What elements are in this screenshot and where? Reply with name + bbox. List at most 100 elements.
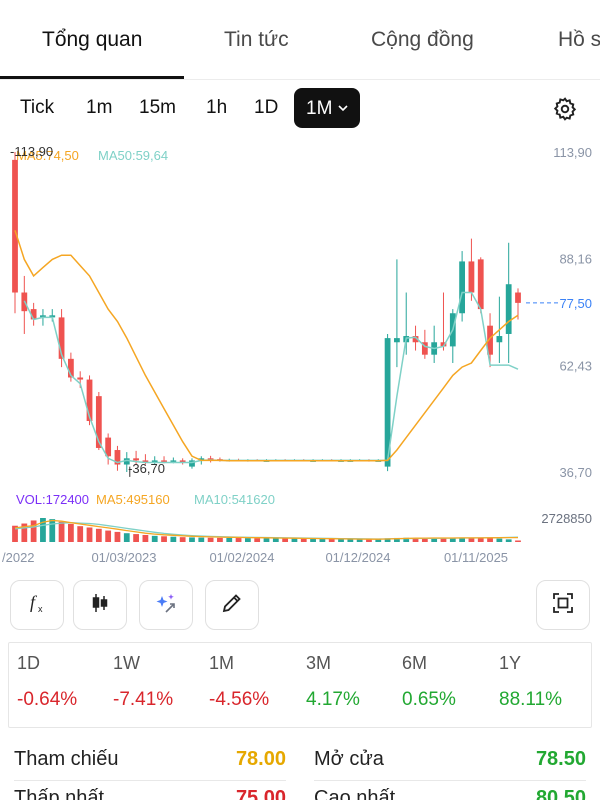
min-price-marker: -36,70: [128, 461, 165, 476]
low-price-label: Thấp nhất: [14, 787, 105, 800]
candle-down: [412, 336, 419, 343]
perf-period: 1W: [113, 653, 140, 673]
volume-bar: [421, 538, 428, 542]
candle-down: [515, 292, 521, 303]
perf-value: 4.17%: [306, 689, 360, 710]
timeframe-1h[interactable]: 1h: [206, 97, 228, 118]
tab-community[interactable]: Cộng đồng: [371, 28, 474, 51]
volume-bar: [468, 537, 475, 542]
volume-bar: [95, 528, 102, 542]
volume-bar: [459, 537, 465, 542]
candle-down: [161, 460, 167, 462]
fullscreen-icon: [552, 592, 574, 619]
candle-down: [487, 325, 493, 355]
volume-bar: [477, 538, 484, 542]
volume-bar: [235, 538, 242, 542]
volume-bar: [496, 538, 503, 542]
x-tick-label: 01/02/2024: [209, 550, 274, 565]
stats-row-2: Thấp nhất 75.00 Cao nhất 80.50: [0, 787, 600, 800]
stats-divider: [314, 780, 586, 781]
volume-bar: [449, 538, 456, 542]
tab-overview[interactable]: Tổng quan: [42, 28, 143, 51]
volume-bar: [142, 534, 149, 542]
candle-down: [133, 458, 139, 461]
price-chart[interactable]: MA5:74,50 MA50:59,64 113,90 88,16 62,43 36,70…: [0, 140, 600, 568]
volume-max-tick: 2728850: [541, 511, 592, 526]
y-tick-label: 88,16: [559, 252, 592, 267]
volume-bar: [68, 523, 74, 542]
pencil-icon: [220, 591, 244, 620]
candle-down: [77, 377, 84, 380]
volume-bar: [263, 538, 270, 542]
volume-bar: [403, 537, 410, 542]
volume-bar: [217, 537, 223, 542]
chevron-down-icon: [338, 88, 348, 128]
candle-down: [58, 317, 65, 359]
volume-bar: [151, 535, 158, 542]
volume-bar: [77, 526, 84, 542]
draw-button[interactable]: [205, 580, 259, 630]
timeframe-1m[interactable]: 1m: [86, 97, 113, 118]
candle-down: [95, 396, 102, 448]
timeframe-15m[interactable]: 15m: [139, 97, 176, 118]
volume-ma5-line: [14, 519, 518, 540]
ref-price-value: 78.00: [235, 748, 286, 770]
timeframe-1M[interactable]: 1M: [294, 88, 361, 128]
volume-bar: [431, 538, 438, 542]
svg-text:f: f: [30, 592, 38, 612]
candle-up: [198, 458, 205, 461]
candle-down: [440, 342, 447, 347]
volume-bar: [170, 536, 177, 542]
volume-bar: [161, 536, 167, 542]
candle-up: [49, 315, 56, 318]
perf-value: 88.11%: [499, 689, 563, 710]
tab-news[interactable]: Tin tức: [224, 28, 289, 51]
candle-up: [384, 338, 391, 467]
ai-button[interactable]: [139, 580, 193, 630]
perf-value: -7.41%: [113, 689, 174, 710]
volume-bar: [440, 538, 447, 542]
ma5-label: MA5:74,50: [16, 148, 79, 163]
volume-bar: [30, 520, 37, 542]
tab-profile[interactable]: Hồ s: [558, 28, 600, 51]
candle-up: [151, 460, 158, 463]
volume-bar: [21, 523, 28, 542]
gear-icon[interactable]: [552, 96, 578, 122]
candle-down: [114, 450, 121, 465]
volume-bar: [328, 538, 335, 542]
volume-bar: [272, 538, 279, 542]
perf-period: 1D: [17, 653, 41, 673]
perf-value: 0.65%: [402, 689, 456, 710]
timeframe-1d[interactable]: 1D: [254, 97, 279, 118]
candle-down: [468, 261, 475, 293]
candle-up: [189, 460, 195, 467]
candle-down: [105, 437, 112, 457]
candle-down: [421, 342, 428, 355]
svg-text:x: x: [38, 604, 43, 614]
volume-bar: [207, 537, 214, 542]
volume-bar: [338, 539, 344, 542]
stats-row-1: Tham chiếu 78.00 Mở cửa 78.50: [0, 748, 600, 788]
y-tick-label: 113,90: [553, 145, 592, 160]
timeframe-tick[interactable]: Tick: [20, 97, 55, 118]
volume-bar: [114, 531, 121, 542]
fullscreen-button[interactable]: [536, 580, 590, 630]
performance-table: 1D -0.64% 1W -7.41% 1M -4.56% 3M 4.17% 6…: [8, 642, 592, 728]
y-tick-label: 62,43: [559, 358, 592, 373]
volume-bar: [40, 518, 46, 542]
open-price-label: Mở cửa: [314, 748, 384, 770]
x-tick-label: 01/12/2024: [325, 550, 390, 565]
current-price-label: 77,50: [559, 296, 592, 311]
chart-type-button[interactable]: [73, 580, 127, 630]
volume-ma10-label: MA10:541620: [194, 492, 275, 507]
perf-period: 6M: [402, 653, 428, 673]
y-tick-label: 36,70: [559, 465, 592, 480]
volume-bar: [412, 538, 419, 542]
volume-bar: [319, 538, 326, 542]
candle-up: [394, 338, 400, 343]
open-price-value: 78.50: [535, 748, 586, 770]
volume-bar: [133, 534, 139, 542]
ma5-line: [14, 230, 519, 462]
